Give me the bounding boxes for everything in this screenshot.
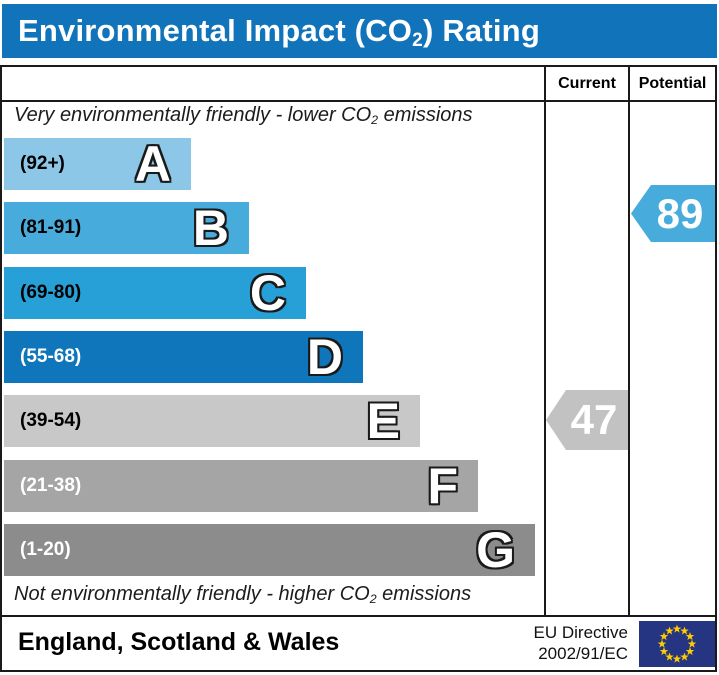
- band-letter: B: [192, 200, 229, 256]
- note-bottom: Not environmentally friendly - higher CO…: [14, 583, 472, 606]
- band-range-label: (21-38): [20, 475, 82, 496]
- band-row-a: (92+) A: [4, 138, 191, 190]
- band-letter: G: [476, 522, 515, 578]
- band-range-label: (81-91): [20, 217, 82, 238]
- current-rating-arrow: 47: [546, 390, 628, 450]
- band-range-label: (69-80): [20, 282, 82, 303]
- header-underline: [2, 100, 715, 102]
- band-row-f: (21-38) F: [4, 460, 478, 512]
- note-top: Very environmentally friendly - lower CO…: [14, 104, 473, 127]
- column-header-current: Current: [558, 74, 616, 92]
- page-title: Environmental Impact (CO2) Rating: [2, 13, 540, 52]
- page-title-text: Environmental Impact (CO: [18, 13, 413, 48]
- band-row-d: (55-68) D: [4, 331, 363, 383]
- region-label: England, Scotland & Wales: [18, 628, 340, 656]
- band-letter: C: [249, 265, 286, 321]
- eu-flag-icon: [639, 621, 715, 667]
- column-divider-potential: [628, 67, 630, 615]
- column-divider-current: [544, 67, 546, 615]
- eu-directive-label: EU Directive 2002/91/EC: [533, 623, 628, 663]
- band-letter: A: [134, 136, 171, 192]
- band-range-label: (55-68): [20, 346, 82, 367]
- band-range-label: (1-20): [20, 539, 71, 560]
- band-letter: D: [306, 329, 343, 385]
- page-title-text-suffix: ) Rating: [422, 13, 540, 48]
- footer-bar: England, Scotland & Wales EU Directive 2…: [0, 617, 717, 672]
- rating-table: Current Potential Very environmentally f…: [0, 65, 717, 617]
- column-header-potential: Potential: [638, 74, 707, 92]
- band-row-g: (1-20) G: [4, 524, 535, 576]
- band-letter: E: [366, 393, 400, 449]
- band-row-c: (69-80) C: [4, 267, 306, 319]
- potential-rating-arrow: 89: [631, 185, 715, 242]
- page-title-subscript: 2: [412, 30, 423, 52]
- band-range-label: (39-54): [20, 410, 82, 431]
- band-row-e: (39-54) E: [4, 395, 420, 447]
- band-letter: F: [427, 458, 458, 514]
- band-row-b: (81-91) B: [4, 202, 249, 254]
- band-range-label: (92+): [20, 153, 65, 174]
- title-bar: Environmental Impact (CO2) Rating: [2, 4, 717, 58]
